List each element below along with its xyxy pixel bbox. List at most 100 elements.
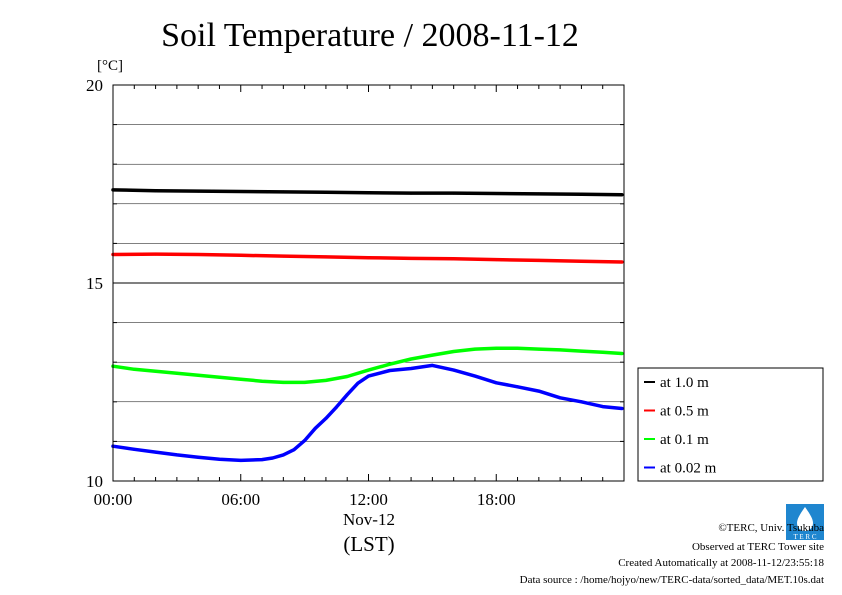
series-lines (111, 188, 624, 463)
data-point (154, 450, 158, 454)
footer-site: Observed at TERC Tower site (692, 541, 824, 553)
data-point (154, 189, 158, 193)
y-tick-label: 10 (86, 472, 103, 491)
data-point (452, 350, 456, 354)
data-point (620, 351, 624, 355)
data-point (537, 389, 541, 393)
x-date-label: Nov-12 (343, 510, 395, 529)
data-point (537, 192, 541, 196)
data-point (324, 378, 328, 382)
data-point (281, 190, 285, 194)
x-tick-label: 18:00 (477, 490, 516, 509)
legend-label: at 0.1 m (660, 432, 709, 448)
data-point (620, 193, 624, 197)
data-point (558, 348, 562, 352)
logo-text: T E R C (793, 533, 816, 541)
data-point (494, 258, 498, 262)
chart-title: Soil Temperature / 2008-11-12 (161, 17, 579, 54)
data-point (260, 458, 264, 462)
footer-source: Data source : /home/hojyo/new/TERC-data/… (520, 574, 824, 586)
data-point (196, 373, 200, 377)
data-point (239, 377, 243, 381)
data-point (292, 448, 296, 452)
data-point (356, 381, 360, 385)
data-point (601, 405, 605, 409)
data-point (281, 380, 285, 384)
data-point (620, 407, 624, 411)
data-point (452, 257, 456, 261)
data-point (367, 191, 370, 195)
data-point (335, 405, 339, 409)
data-point (239, 458, 243, 462)
data-point (558, 396, 562, 400)
data-point (388, 362, 392, 366)
data-point (409, 357, 413, 361)
data-point (537, 258, 541, 262)
data-point (196, 455, 200, 459)
terc-logo: T E R C (786, 504, 824, 541)
x-tick-label: 06:00 (221, 490, 260, 509)
series-line-3 (111, 363, 624, 463)
data-point (132, 447, 136, 451)
data-point (388, 369, 392, 373)
data-point (175, 371, 179, 375)
data-point (217, 457, 221, 461)
legend: at 1.0 m at 0.5 m at 0.1 m at 0.02 m (637, 367, 824, 482)
data-point (494, 192, 498, 196)
legend-label: at 0.02 m (660, 461, 717, 477)
data-point (367, 256, 370, 260)
data-point (473, 347, 477, 351)
data-point (430, 353, 434, 357)
data-point (409, 367, 413, 371)
data-point (345, 393, 349, 397)
data-point (516, 346, 520, 350)
data-point (303, 380, 307, 384)
data-point (303, 439, 307, 443)
data-point (217, 375, 221, 379)
data-point (196, 252, 200, 256)
data-point (239, 190, 243, 194)
data-point (367, 368, 370, 372)
data-point (579, 349, 583, 353)
data-point (601, 350, 605, 354)
x-tick-label: 12:00 (349, 490, 388, 509)
data-point (239, 253, 243, 257)
footer-created: Created Automatically at 2008-11-12/23:5… (618, 557, 824, 569)
data-point (473, 374, 477, 378)
data-point (409, 191, 413, 195)
data-point (409, 256, 413, 260)
data-point (196, 189, 200, 193)
data-point (154, 252, 158, 256)
data-point (452, 368, 456, 372)
data-point (430, 363, 434, 367)
data-point (494, 381, 498, 385)
data-point (132, 367, 136, 371)
data-point (345, 374, 349, 378)
data-point (620, 260, 624, 264)
data-point (175, 453, 179, 457)
data-point (324, 255, 328, 259)
data-point (324, 416, 328, 420)
y-tick-label: 20 (86, 76, 103, 95)
data-point (154, 369, 158, 373)
footer-credit: ©TERC, Univ. Tsukuba (718, 522, 824, 534)
x-tick-label: 00:00 (94, 490, 133, 509)
legend-label: at 0.5 m (660, 404, 709, 420)
data-point (494, 346, 498, 350)
data-point (516, 385, 520, 389)
legend-box (637, 367, 824, 482)
logo-drop-icon (797, 507, 813, 531)
legend-label: at 1.0 m (660, 375, 709, 391)
data-point (281, 453, 285, 457)
axis-ticks: 10 15 20 00:00 06:00 12:00 18:00 (86, 76, 625, 509)
data-point (313, 426, 317, 430)
data-point (271, 456, 275, 460)
data-point (260, 379, 264, 383)
data-point (537, 347, 541, 351)
data-point (579, 192, 583, 196)
data-point (324, 190, 328, 194)
y-axis-unit: [°C] (97, 58, 123, 74)
y-tick-label: 15 (86, 274, 103, 293)
data-point (367, 374, 370, 378)
